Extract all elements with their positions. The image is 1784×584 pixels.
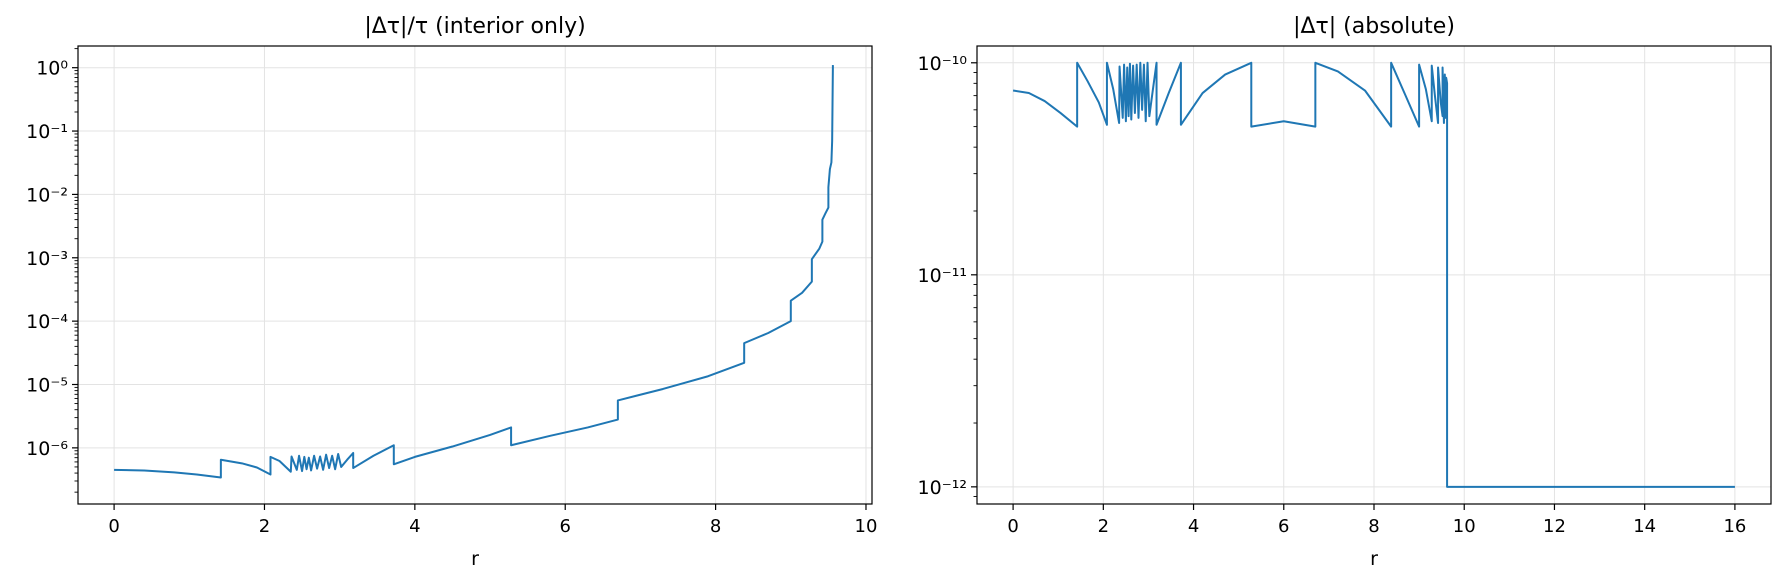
axes-frame-relative-error	[77, 45, 873, 505]
y-tick-label: 10⁻⁴	[26, 311, 68, 333]
y-ticks-absolute-error: 10⁻¹² 10⁻¹¹ 10⁻¹⁰	[918, 53, 977, 499]
plot-area-relative-error	[78, 46, 872, 504]
x-tick-label: 14	[1633, 516, 1656, 537]
grid-relative-error	[78, 46, 872, 504]
y-tick-label: 10⁻⁶	[26, 438, 68, 460]
series-line-absolute-error	[1012, 61, 1735, 488]
x-tick-label: 8	[710, 516, 721, 537]
y-tick-label: 10⁰	[36, 58, 68, 80]
y-tick-label: 10⁻⁵	[26, 374, 68, 396]
x-tick-label: 10	[1453, 516, 1476, 537]
y-tick-label: 10⁻²	[26, 184, 68, 206]
x-tick-label: 10	[855, 516, 878, 537]
y-tick-label: 10⁻¹	[26, 121, 68, 143]
x-axis-label-absolute-error: r	[1370, 548, 1378, 570]
y-tick-label: 10⁻¹²	[918, 477, 967, 499]
x-axis-label-relative-error: r	[471, 548, 479, 570]
x-tick-label: 0	[1007, 516, 1018, 537]
chart-title-absolute-error: |Δτ| (absolute)	[1293, 14, 1455, 39]
x-tick-label: 0	[108, 516, 119, 537]
x-tick-label: 6	[560, 516, 571, 537]
chart-title-relative-error: |Δτ|/τ (interior only)	[364, 14, 585, 39]
x-tick-label: 8	[1368, 516, 1379, 537]
x-tick-label: 16	[1723, 516, 1746, 537]
x-tick-label: 2	[259, 516, 270, 537]
subplot-relative-error: 0 2 4 6 8 10 10⁻⁶ 10⁻⁵ 10⁻⁴ 10⁻³ 10⁻² 10⁻¹ 10⁰ |Δτ|…	[26, 14, 877, 570]
subplot-absolute-error: 0 2 4 6 8 10 12 14 16 10⁻¹² 10⁻¹¹ 10⁻¹⁰ |Δτ| (abso…	[918, 14, 1772, 570]
y-tick-label: 10⁻¹⁰	[918, 53, 967, 75]
x-tick-label: 4	[409, 516, 420, 537]
x-tick-label: 12	[1543, 516, 1566, 537]
y-tick-label: 10⁻³	[26, 248, 68, 270]
x-tick-label: 6	[1278, 516, 1289, 537]
x-ticks-relative-error: 0 2 4 6 8 10	[108, 504, 877, 537]
y-ticks-relative-error: 10⁻⁶ 10⁻⁵ 10⁻⁴ 10⁻³ 10⁻² 10⁻¹ 10⁰	[26, 48, 78, 493]
y-tick-label: 10⁻¹¹	[918, 265, 967, 287]
x-tick-label: 4	[1188, 516, 1199, 537]
series-line-relative-error	[114, 65, 834, 479]
x-ticks-absolute-error: 0 2 4 6 8 10 12 14 16	[1007, 504, 1746, 537]
x-tick-label: 2	[1098, 516, 1109, 537]
